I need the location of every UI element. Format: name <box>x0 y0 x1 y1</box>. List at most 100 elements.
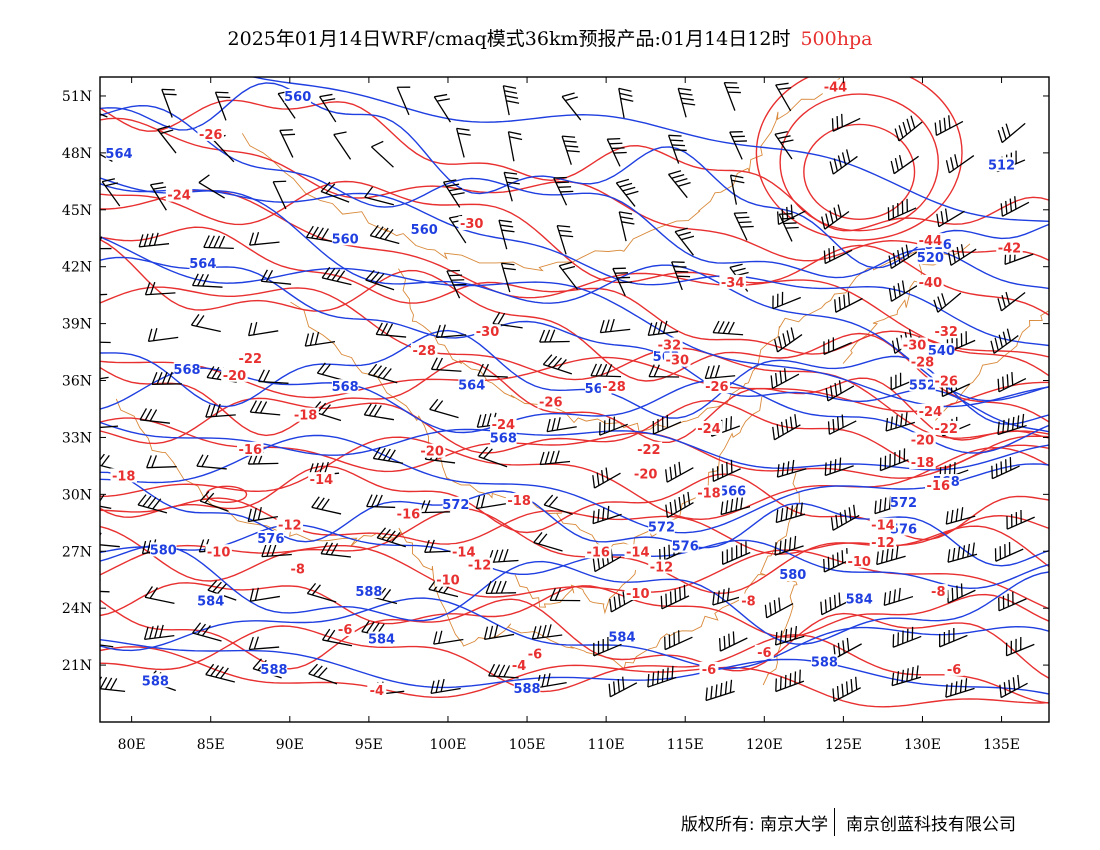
wind-barb <box>776 204 806 226</box>
wind-barb <box>712 459 741 482</box>
height-contours <box>100 77 1049 695</box>
wind-barb <box>100 341 111 344</box>
height-label-bg <box>331 379 359 394</box>
wind-barb <box>775 669 805 693</box>
height-line <box>100 471 1049 567</box>
wind-barb <box>599 318 631 334</box>
lat-tick-label: 36N <box>62 374 92 390</box>
axis-labels: 80E 85E 90E 95E 100E 105E 110E 115E 120E 125E 130E… <box>62 89 1020 753</box>
wind-barb <box>674 227 695 256</box>
wind-barb <box>248 636 280 651</box>
wind-barb <box>775 502 806 524</box>
temperature-label: -12 <box>468 559 492 574</box>
height-label-bg <box>811 654 838 669</box>
wind-barb <box>723 81 741 111</box>
temperature-label: -18 <box>507 494 531 509</box>
wind-barb <box>618 211 635 242</box>
wind-barb <box>435 324 467 339</box>
wind-barb <box>248 321 279 337</box>
height-label: 512 <box>988 158 1015 173</box>
temperature-label-bg <box>292 407 319 422</box>
temperature-label-bg <box>505 493 533 508</box>
temperature-label-bg <box>624 586 652 600</box>
height-label-bg <box>719 483 746 498</box>
temperature-line <box>100 646 1049 708</box>
wind-barb <box>612 267 633 297</box>
temperature-label-bg <box>395 506 422 521</box>
height-label-bg <box>150 542 177 557</box>
height-label-bg <box>105 145 133 160</box>
wind-barb <box>665 491 694 519</box>
company-text: 南京创蓝科技有限公司 <box>846 815 1016 835</box>
lon-tick-label: 100E <box>429 737 466 753</box>
wind-barb <box>151 371 183 386</box>
height-label: 564 <box>458 378 485 393</box>
wind-barb <box>156 125 177 154</box>
wind-barb <box>827 414 857 435</box>
height-label-bg <box>331 231 359 246</box>
temperature-label-bg <box>418 443 446 458</box>
temperature-label: -42 <box>998 242 1022 257</box>
wind-barb <box>261 543 292 558</box>
wind-barb <box>553 176 574 206</box>
wind-barb <box>667 134 687 164</box>
wind-barb <box>879 448 909 472</box>
wind-barb <box>488 663 519 679</box>
wind-barb <box>774 535 804 556</box>
wind-barb <box>446 269 467 299</box>
wind-barb <box>830 504 860 531</box>
wind-barb <box>364 186 394 206</box>
axis-ticks <box>100 77 1049 722</box>
wind-barb <box>321 628 353 647</box>
wind-barb <box>500 262 516 293</box>
wind-barb <box>997 122 1026 144</box>
height-line <box>100 638 1049 695</box>
temperature-label: -4 <box>512 659 526 674</box>
wind-barb <box>199 491 229 512</box>
wind-barb <box>829 149 858 175</box>
lon-tick-label: 120E <box>746 737 783 753</box>
wind-barb <box>891 665 922 687</box>
wind-barb <box>718 631 748 652</box>
wind-barb <box>1006 510 1035 530</box>
wind-barb <box>198 174 225 199</box>
wind-barb <box>430 357 462 372</box>
height-line <box>100 421 1049 471</box>
temperature-label: -28 <box>412 344 436 359</box>
wind-barb <box>549 588 581 602</box>
height-label-bg <box>442 496 470 511</box>
temperature-label: -24 <box>919 405 943 420</box>
wind-barb <box>308 663 338 685</box>
wind-barb <box>306 582 337 603</box>
wind-barb <box>191 273 223 288</box>
temperature-label-bg <box>509 658 529 673</box>
height-label: 584 <box>846 593 873 608</box>
wind-barb <box>478 446 508 468</box>
height-line <box>100 256 1049 433</box>
wind-barb <box>279 129 296 158</box>
temperature-label: -6 <box>338 623 352 638</box>
height-label-bg <box>779 567 807 582</box>
temperature-label-bg <box>237 441 264 456</box>
wind-barb <box>947 583 976 604</box>
wind-barbs <box>100 81 1035 702</box>
temperature-label: -28 <box>911 356 935 371</box>
wind-barb <box>442 179 465 208</box>
wind-barb <box>606 137 627 167</box>
wind-barb <box>934 115 964 137</box>
temperature-line <box>100 238 1049 423</box>
footer-separator <box>834 808 835 836</box>
wind-barb <box>372 447 404 464</box>
height-line <box>100 182 1049 347</box>
temperature-label-bg <box>869 534 897 549</box>
height-label: 568 <box>332 380 359 395</box>
temperature-label: -6 <box>757 646 771 661</box>
temperature-label-bg <box>537 394 565 409</box>
wind-barb <box>100 644 114 648</box>
temperature-label-bg <box>600 379 628 394</box>
wind-barb <box>304 331 336 347</box>
wind-barb <box>834 292 863 313</box>
wind-barb <box>147 327 179 343</box>
wind-barb <box>311 496 342 515</box>
height-label-bg <box>988 157 1015 172</box>
